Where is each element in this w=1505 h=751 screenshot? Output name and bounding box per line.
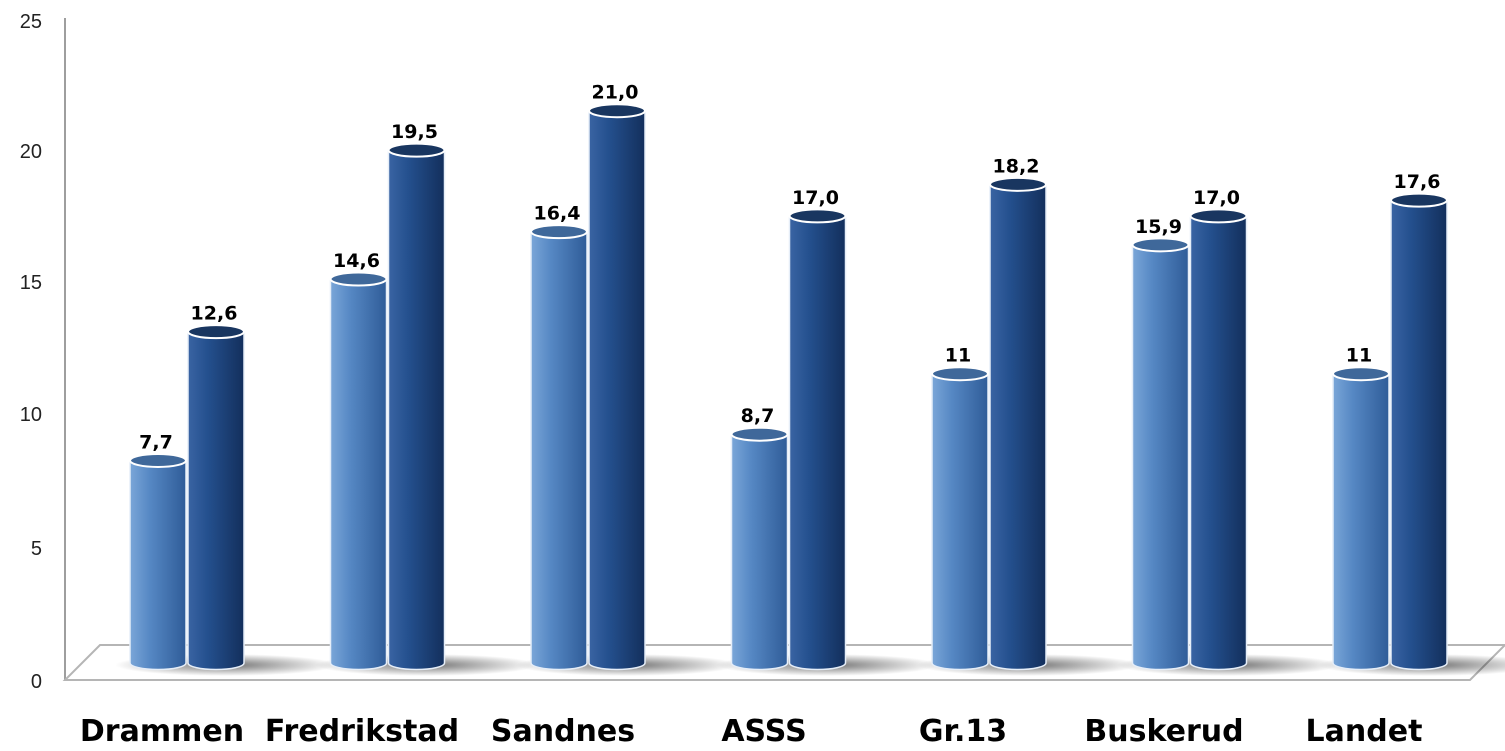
bar [329, 271, 388, 671]
bar-cap [1131, 237, 1190, 253]
bar-cap [1390, 192, 1448, 208]
category-label: ASSS [721, 714, 806, 749]
data-label: 8,7 [741, 405, 775, 427]
y-tick-label: 25 [20, 11, 42, 33]
data-label: 21,0 [592, 82, 639, 104]
bar-cap [931, 366, 989, 382]
bar [1189, 208, 1248, 671]
bar [129, 452, 187, 671]
bar [588, 103, 646, 671]
bar-cap [588, 103, 646, 119]
data-label: 14,6 [333, 250, 380, 272]
data-label: 7,7 [139, 431, 173, 453]
y-tick-label: 20 [20, 141, 42, 163]
bar-body [387, 149, 446, 671]
bar-body [588, 109, 646, 671]
bar [788, 208, 847, 671]
data-label: 12,6 [191, 303, 238, 325]
bar-body [788, 215, 847, 671]
bar-body [329, 278, 388, 671]
bar-cap [1332, 366, 1390, 382]
bar-cap [730, 426, 789, 442]
y-tick-label: 15 [20, 272, 42, 294]
data-label: 18,2 [993, 155, 1040, 177]
data-label: 19,5 [391, 121, 438, 143]
y-tick-label: 10 [20, 404, 42, 426]
bar-cap [788, 208, 847, 224]
bar [730, 426, 789, 671]
data-label: 11 [945, 345, 971, 367]
data-label: 17,0 [792, 187, 839, 209]
bar-cap [989, 176, 1047, 192]
bar-cap [1189, 208, 1248, 224]
bar-cap [530, 224, 588, 240]
bar [387, 142, 446, 671]
bar-body [730, 433, 789, 671]
bar-cap [129, 452, 187, 468]
category-label: Sandnes [491, 714, 635, 749]
category-label: Drammen [80, 714, 244, 749]
category-label: Fredrikstad [265, 714, 459, 749]
bar-body [1131, 244, 1190, 671]
bar [1332, 366, 1390, 671]
y-tick-labels: 0 5 10 15 20 25 [20, 11, 42, 693]
bar [187, 324, 245, 671]
bar-cap [329, 271, 388, 287]
bar-body [1332, 372, 1390, 671]
bar [931, 366, 989, 671]
y-tick-label: 5 [31, 538, 42, 560]
data-label: 17,0 [1193, 187, 1240, 209]
data-label: 16,4 [534, 203, 581, 225]
bar [1131, 237, 1190, 671]
bar-body [530, 230, 588, 671]
bar [1390, 192, 1448, 671]
data-labels-layer: 7,7 12,6 14,6 19,5 16,4 21,0 8,7 17,0 11 18,2 15,9… [139, 82, 1440, 454]
bar-body [1189, 215, 1248, 671]
bar-body [187, 330, 245, 671]
data-label: 17,6 [1394, 171, 1441, 193]
bar-body [989, 183, 1047, 671]
category-label: Gr.13 [919, 714, 1007, 749]
bar-body [1390, 199, 1448, 671]
y-tick-label: 0 [31, 671, 42, 693]
category-label: Landet [1306, 714, 1423, 749]
bar [530, 224, 588, 671]
data-label: 15,9 [1135, 216, 1182, 238]
bars-layer [115, 103, 1505, 676]
bar-body [129, 459, 187, 671]
bar [989, 176, 1047, 671]
bar-cap [387, 142, 446, 158]
category-label: Buskerud [1084, 714, 1243, 749]
category-labels: Drammen Fredrikstad Sandnes ASSS Gr.13 B… [80, 714, 1423, 749]
data-label: 11 [1346, 345, 1372, 367]
bar-body [931, 372, 989, 671]
bar-cap [187, 324, 245, 340]
